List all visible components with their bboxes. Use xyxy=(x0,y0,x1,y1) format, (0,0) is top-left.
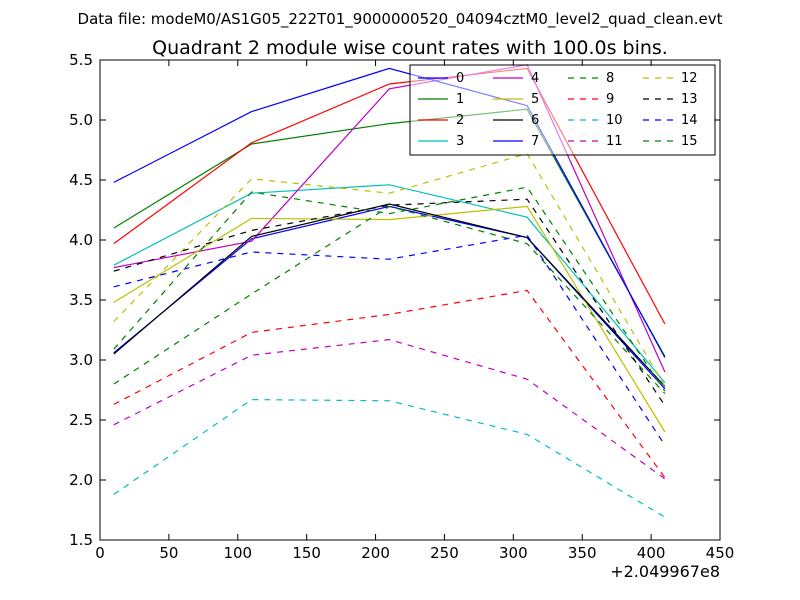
x-tick-label: 50 xyxy=(159,544,178,562)
series-layer xyxy=(113,64,666,518)
y-tick-label: 1.5 xyxy=(69,531,93,549)
y-tick-label: 2.5 xyxy=(69,411,93,429)
legend-label-2: 2 xyxy=(456,113,464,128)
legend-label-4: 4 xyxy=(531,71,539,86)
y-tick-label: 5.5 xyxy=(69,51,93,69)
series-4-line xyxy=(113,64,666,373)
legend-label-14: 14 xyxy=(681,113,698,128)
x-tick-label: 150 xyxy=(292,544,321,562)
axes-layer: 0 50 100 150 200 250 300 350 400 4501.52.02.53.03… xyxy=(69,51,734,562)
legend-label-7: 7 xyxy=(531,134,539,149)
chart-title: Quadrant 2 module wise count rates with … xyxy=(152,37,668,59)
series-6-line xyxy=(113,203,666,387)
legend-label-12: 12 xyxy=(681,71,698,86)
legend-label-1: 1 xyxy=(456,92,464,107)
x-offset-label: +2.049967e8 xyxy=(610,562,720,581)
x-tick-label: 200 xyxy=(361,544,390,562)
series-5-line xyxy=(113,205,666,433)
y-tick-label: 3.5 xyxy=(69,291,93,309)
series-8-line xyxy=(113,205,666,395)
legend-label-5: 5 xyxy=(531,92,539,107)
series-7-line xyxy=(113,67,666,358)
legend-label-9: 9 xyxy=(606,92,614,107)
series-3-line xyxy=(113,184,666,384)
y-tick-label: 2.0 xyxy=(69,471,93,489)
legend-label-11: 11 xyxy=(606,134,623,149)
legend-label-13: 13 xyxy=(681,92,698,107)
legend-box xyxy=(409,64,716,156)
legend-label-6: 6 xyxy=(531,113,539,128)
x-tick-label: 450 xyxy=(706,544,735,562)
y-tick-label: 4.5 xyxy=(69,171,93,189)
x-tick-label: 300 xyxy=(499,544,528,562)
x-tick-label: 0 xyxy=(95,544,105,562)
y-tick-label: 3.0 xyxy=(69,351,93,369)
series-13-line xyxy=(113,198,666,406)
series-15-line xyxy=(113,186,666,392)
suptitle: Data file: modeM0/AS1G05_222T01_90000005… xyxy=(78,10,723,29)
series-11-line xyxy=(113,338,666,480)
series-12-line xyxy=(113,152,666,387)
x-tick-label: 350 xyxy=(568,544,597,562)
y-tick-label: 5.0 xyxy=(69,111,93,129)
x-tick-label: 400 xyxy=(637,544,666,562)
x-tick-label: 100 xyxy=(223,544,252,562)
legend-label-8: 8 xyxy=(606,71,614,86)
series-10-line xyxy=(113,398,666,518)
x-tick-label: 250 xyxy=(430,544,459,562)
legend-label-0: 0 xyxy=(456,71,464,86)
y-tick-label: 4.0 xyxy=(69,231,93,249)
legend-label-15: 15 xyxy=(681,134,698,149)
series-1-line xyxy=(113,108,666,357)
legend-label-3: 3 xyxy=(456,134,464,149)
legend-label-10: 10 xyxy=(606,113,623,128)
series-14-line xyxy=(113,234,666,446)
